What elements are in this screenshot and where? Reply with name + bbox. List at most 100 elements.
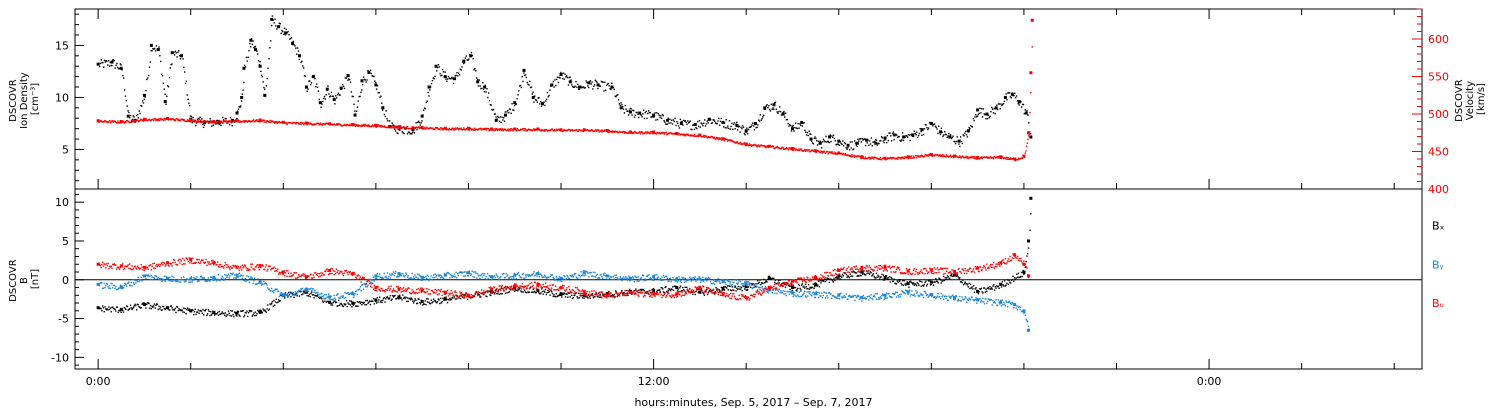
bx-dot [723,289,726,291]
velocity-dot [450,129,452,131]
velocity-dot [756,145,758,148]
density-dot [922,128,924,131]
by-dot [557,277,560,280]
bx-dot [161,309,163,311]
density-point [966,129,970,133]
bx-dot [113,307,115,310]
velocity-dot [859,155,861,158]
by-dot [561,277,564,280]
bx-dot [987,286,990,289]
velocity-point [906,155,910,159]
velocity-dot [736,141,738,144]
bx-dot [222,312,224,315]
density-dot [404,128,406,130]
bx-dot [956,274,959,276]
velocity-dot [487,127,490,130]
velocity-dot [364,123,367,126]
bx-dot [260,310,263,313]
density-dot [446,78,449,80]
bx-dot [601,294,604,296]
by-dot [611,276,613,278]
by-dot [719,282,722,284]
velocity-dot [453,127,455,130]
by-dot [116,288,119,291]
density-dot [873,141,875,143]
bx-dot [628,290,630,292]
velocity-dot [723,138,725,140]
density-dot [464,57,467,59]
by-dot [705,277,707,279]
density-dot [231,125,233,127]
density-dot [964,132,966,134]
bx-dot [402,294,404,296]
by-dot [129,284,131,286]
by-dot [305,290,308,293]
density-dot [211,125,213,127]
by-dot [132,282,135,284]
density-dot [339,94,341,96]
by-dot [346,292,348,294]
density-dot [834,140,836,142]
by-dot [513,272,516,275]
bx-dot [107,309,109,311]
by-dot [456,272,459,275]
by-dot [193,276,195,279]
velocity-dot [532,129,534,131]
density-dot [670,122,672,124]
by-dot [761,286,764,288]
by-dot [730,284,733,286]
density-dot [1009,96,1012,98]
by-dot [395,270,397,273]
density-dot [689,120,691,122]
by-dot [223,279,225,281]
by-dot [776,292,778,295]
bx-dot [948,278,950,280]
by-dot [687,279,689,281]
density-dot [842,140,844,142]
by-dot [298,289,301,291]
by-dot [108,285,111,287]
bx-dot [726,287,728,289]
density-dot [183,71,186,73]
density-dot [1002,102,1005,105]
density-dot [752,125,755,127]
density-dot [816,144,819,146]
bx-dot [451,296,453,299]
density-dot [701,123,703,125]
bx-dot [666,291,669,293]
velocity-series [96,18,1034,162]
by-dot [716,279,719,282]
velocity-dot [757,145,759,147]
density-dot [862,139,864,141]
by-dot [530,274,533,276]
by-dot [297,291,299,293]
velocity-dot [586,129,589,131]
velocity-dot [980,157,982,159]
bx-dot [480,296,482,298]
density-dot [297,50,300,52]
by-dot [100,281,102,284]
density-dot [661,113,664,116]
density-dot [546,91,549,94]
bx-dot [239,315,241,317]
bx-dot [523,286,525,288]
density-dot [515,103,517,105]
velocity-dot [373,125,375,127]
by-dot [384,276,386,278]
density-dot [635,111,637,114]
bx-dot [986,290,988,292]
density-dot [847,147,849,149]
by-dot [289,292,291,295]
bx-dot [534,290,536,293]
bx-dot [461,293,463,296]
density-dot [484,84,487,87]
bx-dot [791,289,794,292]
velocity-dot [740,143,742,146]
density-dot [885,141,888,144]
density-dot [975,114,977,116]
by-dot [480,274,482,277]
bx-dot [257,310,260,313]
velocity-dot [821,152,823,154]
density-dot [761,118,763,120]
bx-dot [271,300,274,303]
